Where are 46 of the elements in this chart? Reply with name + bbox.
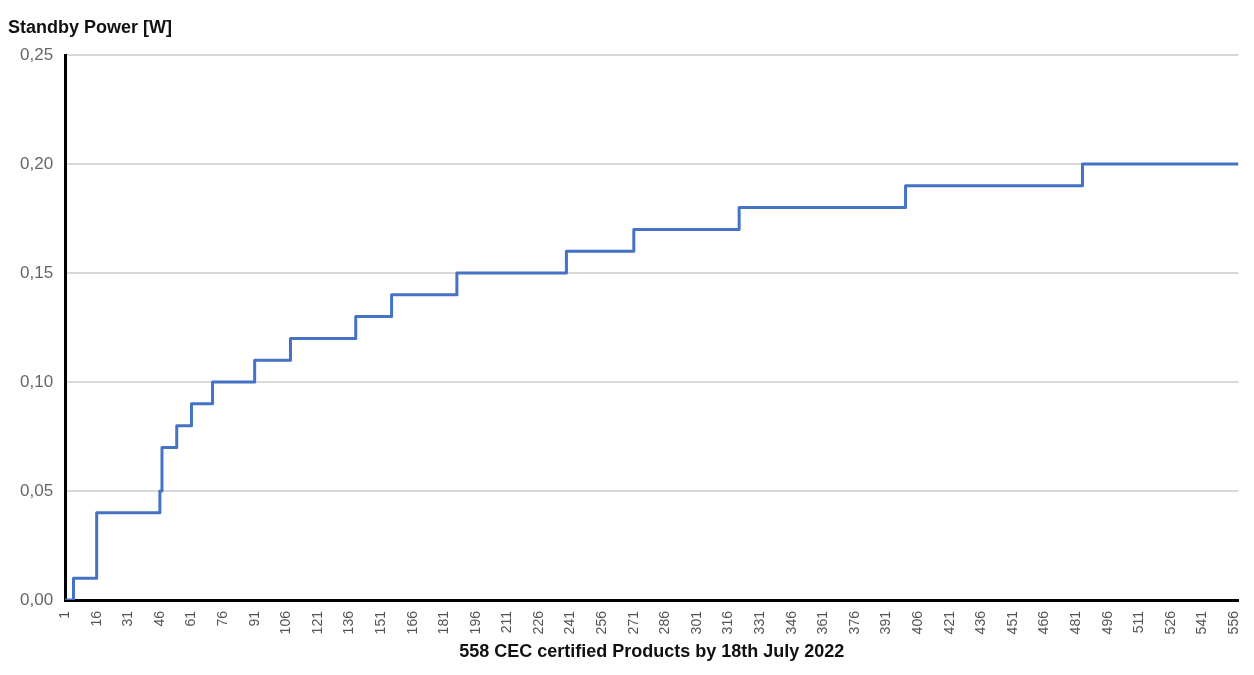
x-tick-label: 76 [213, 610, 230, 627]
x-tick-label: 526 [1161, 610, 1178, 635]
x-tick-label: 346 [782, 610, 799, 635]
x-tick-label: 151 [371, 610, 388, 635]
x-tick-label: 406 [909, 610, 926, 635]
x-tick-label: 16 [87, 610, 104, 627]
x-tick-label: 256 [593, 610, 610, 635]
x-tick-label: 91 [245, 610, 262, 627]
y-tick-label: 0,10 [19, 371, 54, 391]
x-tick-label: 46 [150, 610, 167, 627]
x-tick-label: 376 [845, 610, 862, 635]
x-tick-label: 541 [1193, 610, 1210, 635]
x-tick-label: 211 [498, 610, 515, 634]
x-tick-label: 181 [435, 610, 452, 635]
x-tick-label: 316 [719, 610, 736, 635]
x-tick-label: 511 [1130, 610, 1147, 634]
x-tick-label: 286 [656, 610, 673, 635]
y-tick-label: 0,15 [19, 262, 54, 282]
x-axis-title: 558 CEC certified Products by 18th July 2022 [459, 641, 845, 662]
y-tick-label: 0,05 [19, 480, 54, 500]
x-tick-label: 421 [940, 610, 957, 635]
x-tick-label: 556 [1225, 610, 1242, 635]
x-tick-label: 391 [877, 610, 894, 635]
x-tick-label: 466 [1035, 610, 1052, 635]
x-tick-label: 1 [55, 610, 72, 619]
x-tick-label: 331 [751, 610, 768, 635]
y-tick-label: 0,00 [19, 589, 54, 609]
x-tick-label: 451 [1003, 610, 1020, 635]
y-tick-label: 0,20 [19, 153, 54, 173]
x-tick-label: 481 [1067, 610, 1084, 635]
x-tick-label: 271 [624, 610, 641, 635]
x-tick-label: 121 [308, 610, 325, 635]
y-axis-title: Standby Power [W] [8, 16, 173, 37]
x-tick-label: 106 [277, 610, 294, 635]
y-tick-label: 0,25 [19, 44, 54, 64]
x-tick-label: 226 [529, 610, 546, 635]
x-tick-label: 361 [814, 610, 831, 635]
x-tick-label: 136 [340, 610, 357, 635]
x-tick-label: 241 [561, 610, 578, 635]
x-tick-label: 61 [182, 610, 199, 627]
x-tick-label: 196 [466, 610, 483, 635]
x-tick-label: 496 [1098, 610, 1115, 635]
x-tick-label: 436 [972, 610, 989, 635]
x-tick-label: 31 [119, 610, 136, 627]
x-tick-label: 166 [403, 610, 420, 635]
x-tick-label: 301 [687, 610, 704, 635]
